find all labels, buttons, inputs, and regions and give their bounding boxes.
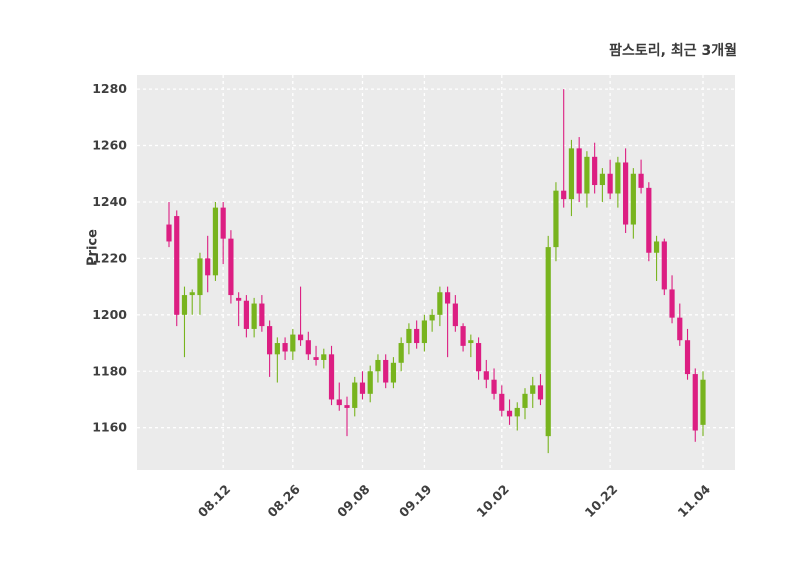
- candle-body-down: [661, 241, 667, 290]
- candle-body-down: [561, 190, 567, 200]
- candle-body-up: [321, 354, 327, 360]
- candle-body-up: [553, 190, 559, 248]
- candle-body-down: [305, 340, 311, 355]
- candle-body-down: [576, 148, 582, 194]
- candle-body-down: [460, 326, 466, 346]
- candle-body-down: [344, 405, 350, 408]
- candle-body-up: [545, 247, 551, 437]
- x-tick-label: 10.02: [473, 482, 512, 521]
- y-tick-label: 1160: [92, 420, 127, 435]
- candle-body-down: [483, 371, 489, 380]
- candle-body-down: [297, 334, 304, 341]
- y-tick-label: 1260: [92, 138, 127, 153]
- candle-body-up: [584, 156, 590, 194]
- candle-body-down: [328, 354, 335, 400]
- candle-body-down: [414, 328, 420, 344]
- candle-body-up: [568, 148, 575, 200]
- candle-body-down: [282, 343, 288, 352]
- candle-body-down: [646, 187, 652, 253]
- candle-body-down: [499, 393, 505, 411]
- candle-body-down: [475, 343, 482, 372]
- candle-body-down: [684, 340, 691, 375]
- candle-body-up: [421, 320, 427, 344]
- candle-body-up: [599, 173, 605, 186]
- candle-body-down: [220, 207, 226, 239]
- candle-body-up: [630, 173, 636, 225]
- candle-body-up: [390, 362, 397, 383]
- candle-body-down: [205, 258, 211, 276]
- candle-body-up: [375, 359, 381, 372]
- candle-body-down: [506, 410, 513, 417]
- candle-body-up: [197, 258, 203, 296]
- x-tick-label: 11.04: [675, 481, 714, 520]
- candle-body-down: [669, 289, 675, 318]
- candle-body-down: [692, 374, 698, 431]
- y-axis-label: Price: [85, 229, 101, 266]
- candle-body-down: [259, 303, 265, 327]
- y-tick-label: 1220: [92, 250, 127, 265]
- candle-body-up: [437, 292, 443, 315]
- candle-body-up: [212, 207, 219, 276]
- candle-body-down: [313, 357, 319, 360]
- candle-body-up: [468, 340, 474, 344]
- candle-body-down: [623, 162, 629, 225]
- candle-body-down: [359, 382, 366, 394]
- candle-body-up: [352, 382, 358, 408]
- candle-body-down: [638, 173, 644, 188]
- x-tick-label: 08.26: [264, 481, 303, 520]
- candle-body-up: [189, 292, 195, 296]
- candle-body-up: [653, 241, 660, 253]
- y-tick-label: 1180: [92, 363, 127, 378]
- candle-body-up: [406, 328, 412, 344]
- y-tick-label: 1240: [92, 194, 127, 209]
- candle-body-down: [491, 379, 497, 394]
- candle-body-down: [236, 297, 242, 301]
- candle-body-up: [700, 379, 706, 425]
- candle-body-up: [530, 385, 536, 394]
- candle-body-up: [251, 303, 257, 329]
- candle-body-up: [429, 314, 435, 321]
- x-tick-label: 08.12: [195, 482, 234, 521]
- candle-body-down: [267, 326, 273, 355]
- candle-body-up: [274, 343, 280, 355]
- plot-background: [137, 75, 735, 470]
- candle-body-up: [290, 334, 296, 352]
- chart-title: 팜스토리, 최근 3개월: [609, 43, 737, 59]
- candle-body-down: [537, 385, 544, 400]
- x-tick-label: 10.22: [582, 482, 621, 521]
- candle-body-down: [243, 300, 249, 329]
- candle-body-down: [336, 399, 342, 406]
- candle-body-down: [607, 173, 613, 194]
- candle-body-up: [615, 162, 621, 194]
- candle-body-down: [445, 292, 451, 304]
- candle-body-down: [166, 224, 172, 242]
- candle-body-down: [228, 238, 234, 296]
- y-tick-label: 1200: [92, 307, 127, 322]
- candle-body-up: [181, 295, 188, 315]
- x-tick-label: 09.08: [334, 482, 373, 521]
- candle-body-down: [452, 303, 458, 327]
- candle-body-down: [383, 359, 389, 383]
- candle-body-up: [514, 407, 520, 417]
- x-tick-label: 09.19: [396, 482, 435, 521]
- candle-body-up: [367, 371, 373, 394]
- y-tick-label: 1280: [92, 81, 127, 96]
- candle-body-up: [522, 393, 528, 408]
- candle-body-down: [592, 156, 598, 186]
- candle-body-down: [174, 216, 180, 315]
- candle-body-down: [677, 317, 683, 341]
- candle-body-up: [398, 343, 404, 363]
